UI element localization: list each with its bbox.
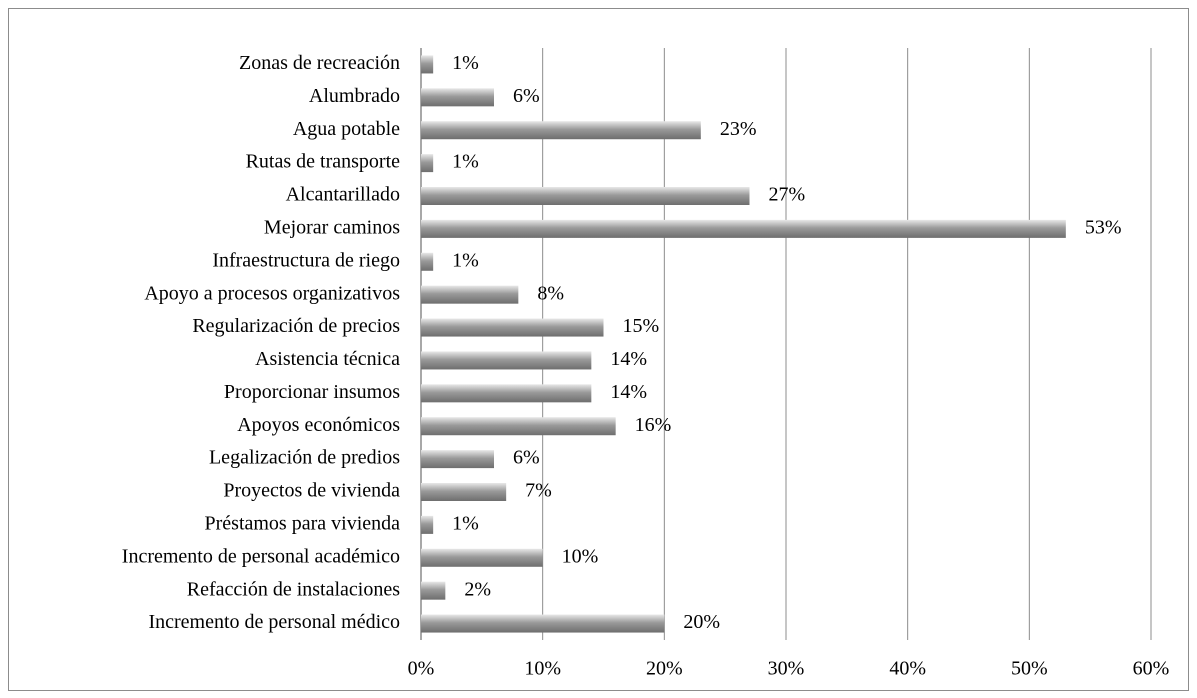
bar xyxy=(421,252,434,271)
bar xyxy=(421,581,446,600)
bar xyxy=(421,614,665,633)
data-label: 10% xyxy=(562,545,599,567)
bar xyxy=(421,483,507,501)
bar xyxy=(421,548,543,567)
bar xyxy=(421,285,519,304)
bar xyxy=(421,154,434,173)
y-tick-label: Legalización de predios xyxy=(209,447,400,469)
data-label: 7% xyxy=(525,480,552,502)
y-tick-label: Incremento de personal médico xyxy=(148,611,400,633)
y-tick-label: Regularización de precios xyxy=(192,315,400,337)
x-tick-label: 0% xyxy=(408,658,435,680)
bar xyxy=(421,187,750,205)
data-label: 2% xyxy=(464,578,491,600)
bar xyxy=(421,351,592,370)
data-label: 8% xyxy=(537,282,564,304)
data-label: 23% xyxy=(720,118,757,140)
data-label: 20% xyxy=(683,611,720,633)
y-tick-label: Infraestructura de riego xyxy=(212,249,400,271)
chart-border xyxy=(8,8,1189,691)
data-label: 53% xyxy=(1085,216,1122,238)
bar xyxy=(421,515,434,534)
bar xyxy=(421,318,604,337)
y-tick-label: Zonas de recreación xyxy=(239,52,400,74)
y-tick-label: Apoyo a procesos organizativos xyxy=(144,282,400,304)
bar xyxy=(421,219,1066,238)
y-tick-label: Préstamos para vivienda xyxy=(205,512,401,534)
y-tick-label: Proyectos de vivienda xyxy=(223,480,400,502)
bar xyxy=(421,121,701,140)
y-tick-label: Alcantarillado xyxy=(286,184,400,206)
y-tick-label: Agua potable xyxy=(293,118,400,140)
y-tick-label: Asistencia técnica xyxy=(255,348,400,370)
bar xyxy=(421,417,616,436)
data-label: 1% xyxy=(452,512,479,534)
x-tick-label: 40% xyxy=(889,658,926,680)
bar xyxy=(421,55,434,74)
data-label: 6% xyxy=(513,85,540,107)
y-tick-label: Apoyos económicos xyxy=(237,414,400,436)
y-tick-label: Refacción de instalaciones xyxy=(187,578,400,600)
x-tick-label: 10% xyxy=(524,658,561,680)
data-label: 16% xyxy=(635,414,672,436)
data-label: 15% xyxy=(623,315,660,337)
data-label: 6% xyxy=(513,447,540,469)
x-tick-label: 30% xyxy=(768,658,805,680)
x-tick-label: 20% xyxy=(646,658,683,680)
data-label: 14% xyxy=(610,348,647,370)
bar xyxy=(421,88,494,107)
data-label: 1% xyxy=(452,249,479,271)
data-label: 14% xyxy=(610,381,647,403)
bar xyxy=(421,384,592,403)
y-tick-label: Rutas de transporte xyxy=(246,151,401,173)
data-label: 27% xyxy=(769,184,806,206)
x-tick-label: 60% xyxy=(1133,658,1170,680)
data-label: 1% xyxy=(452,151,479,173)
y-tick-label: Alumbrado xyxy=(309,85,400,107)
y-tick-label: Proporcionar insumos xyxy=(224,381,400,403)
data-label: 1% xyxy=(452,52,479,74)
bar xyxy=(421,450,494,469)
y-tick-label: Mejorar caminos xyxy=(264,216,400,238)
y-tick-label: Incremento de personal académico xyxy=(122,545,400,567)
x-tick-label: 50% xyxy=(1011,658,1048,680)
